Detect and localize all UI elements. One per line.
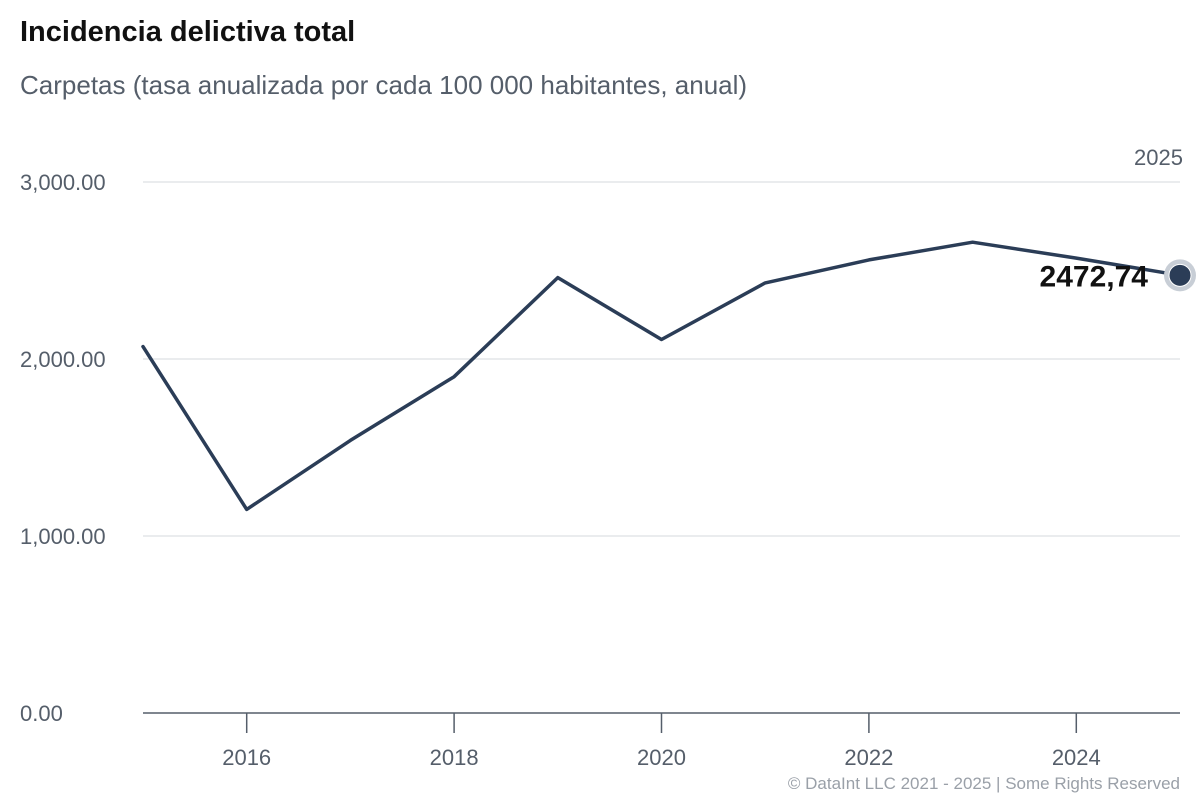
x-tick-label: 2020 [637, 745, 686, 770]
last-value-label: 2472,74 [1040, 260, 1149, 293]
grid-lines [143, 181, 1180, 537]
last-point-marker [1168, 263, 1192, 287]
copyright-footer: © DataInt LLC 2021 - 2025 | Some Rights … [787, 774, 1180, 793]
y-tick-label: 1,000.00 [20, 524, 106, 549]
y-tick-label: 0.00 [20, 701, 63, 726]
chart-subtitle: Carpetas (tasa anualizada por cada 100 0… [20, 70, 748, 100]
last-period-label: 2025 [1134, 145, 1183, 170]
chart-title: Incidencia delictiva total [20, 16, 356, 48]
y-tick-label: 2,000.00 [20, 347, 106, 372]
last-point-annotation: 2472,74 2025 [1040, 145, 1196, 293]
x-tick-label: 2022 [844, 745, 893, 770]
x-axis: 2016 2018 2020 2022 2024 [143, 712, 1180, 770]
series-line [141, 240, 1182, 512]
x-tick-label: 2018 [430, 745, 479, 770]
x-tick-label: 2016 [222, 745, 271, 770]
y-axis: 0.00 1,000.00 2,000.00 3,000.00 [20, 170, 106, 726]
series-layer [141, 240, 1182, 512]
y-tick-label: 3,000.00 [20, 170, 106, 195]
x-tick-label: 2024 [1052, 745, 1101, 770]
